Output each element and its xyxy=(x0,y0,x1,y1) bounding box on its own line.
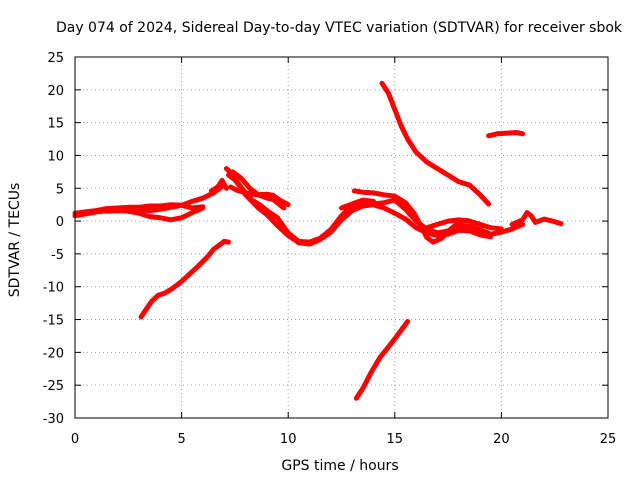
series-arc-8 xyxy=(208,177,229,194)
y-tick-label: -5 xyxy=(51,248,64,263)
y-tick-label: 0 xyxy=(56,215,64,230)
grid-lines xyxy=(75,57,608,418)
x-tick-label: 20 xyxy=(493,432,510,447)
x-tick-label: 0 xyxy=(71,432,79,447)
y-tick-label: -15 xyxy=(43,314,64,329)
x-tick-label: 15 xyxy=(387,432,404,447)
series-arc-7 xyxy=(228,184,291,208)
series-arc-16 xyxy=(509,210,564,227)
series-arc-2 xyxy=(72,202,206,216)
y-axis-label: SDTVAR / TECUs xyxy=(7,183,23,298)
y-tick-label: 10 xyxy=(47,149,64,164)
y-tick-label: -30 xyxy=(43,412,64,427)
series-arc-3 xyxy=(104,205,206,223)
series-arc-12 xyxy=(353,319,411,401)
chart-title: Day 074 of 2024, Sidereal Day-to-day VTE… xyxy=(56,20,623,36)
y-tick-label: -10 xyxy=(43,281,64,296)
y-tick-label: 20 xyxy=(47,84,64,99)
series-arc-11 xyxy=(486,130,526,139)
y-tick-label: 15 xyxy=(47,117,64,132)
y-tick-label: 25 xyxy=(47,51,64,66)
y-tick-label: -20 xyxy=(43,346,64,361)
series-arc-9 xyxy=(138,238,231,320)
series-arc-13 xyxy=(351,188,470,245)
y-axis-ticks: -30 -25 -20 -15 -10 -5 0 5 10 15 20 25 xyxy=(43,51,608,427)
y-tick-label: -25 xyxy=(43,379,64,394)
x-tick-label: 10 xyxy=(280,432,297,447)
x-tick-label: 5 xyxy=(177,432,185,447)
x-axis-ticks: 0 5 10 15 20 25 xyxy=(71,57,616,447)
x-axis-label: GPS time / hours xyxy=(281,458,398,474)
series-arc-15 xyxy=(339,197,376,211)
plot-frame xyxy=(74,56,609,419)
series-arc-10 xyxy=(379,80,492,207)
y-tick-label: 5 xyxy=(56,182,64,197)
series-arc-14 xyxy=(424,217,504,232)
x-tick-label: 25 xyxy=(600,432,617,447)
data-series xyxy=(72,80,564,401)
